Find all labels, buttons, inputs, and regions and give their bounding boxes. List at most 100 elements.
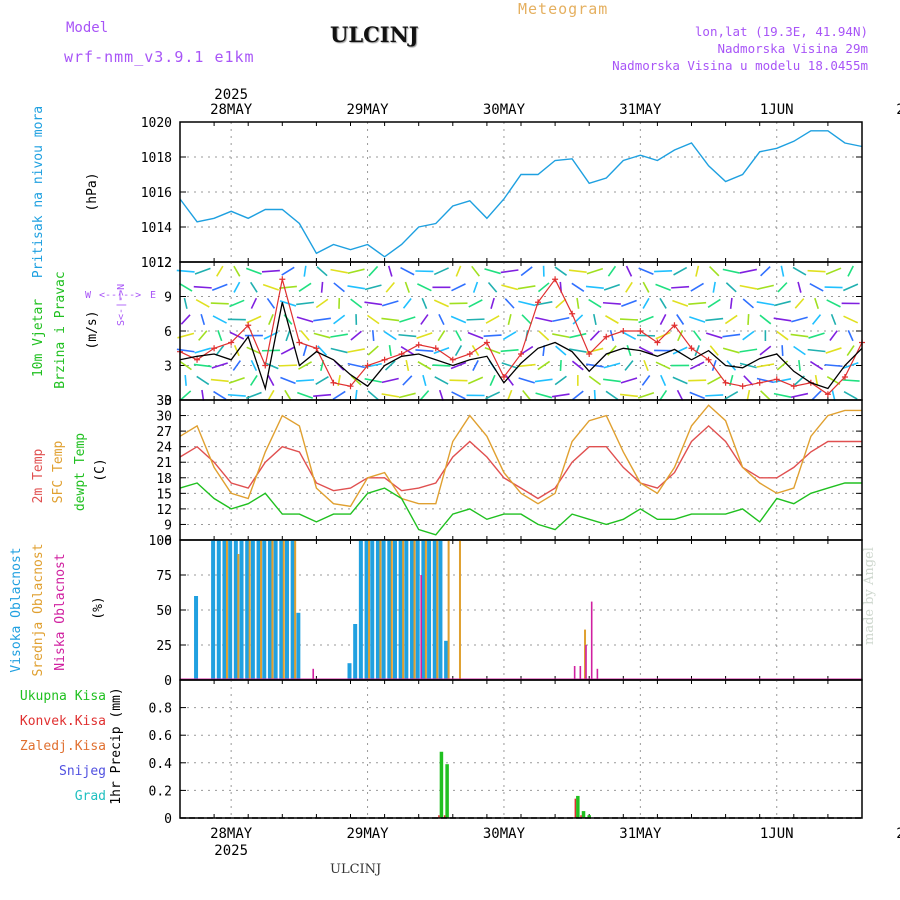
cloud-bar: [390, 540, 393, 680]
wind-arrow: [722, 333, 741, 338]
wind-arrow: [807, 269, 826, 273]
cloud-bar: [279, 540, 284, 680]
wind-arrow: [500, 269, 519, 274]
wind-arrow: [780, 265, 785, 277]
cloud-bar: [267, 540, 272, 680]
ylabel-low-cloud: Niska Oblacnost: [53, 553, 68, 670]
wind-arrow: [659, 297, 667, 309]
wind-arrow: [313, 317, 331, 322]
precip-legend-item: Grad: [75, 789, 106, 804]
wind-arrow: [846, 345, 855, 357]
series-brzina: [179, 302, 863, 392]
wind-arrow: [506, 389, 513, 401]
wind-arrow: [500, 349, 519, 353]
wind-arrow: [347, 362, 365, 369]
y-tick-label: 0.6: [149, 729, 172, 744]
wind-arrow: [726, 360, 737, 371]
wind-arrow: [569, 348, 587, 353]
wind-arrow: [641, 375, 651, 386]
wind-arrow: [588, 375, 602, 386]
gust-marker: [483, 339, 490, 346]
wind-arrow: [437, 330, 446, 342]
ylabel-sfc: SFC Temp: [51, 441, 66, 504]
wind-arrow: [215, 345, 225, 356]
wind-arrow: [404, 281, 410, 293]
y-tick-label: 9: [164, 291, 172, 306]
cloud-bar: [296, 612, 301, 680]
day-label-bottom: 28MAY: [210, 826, 253, 842]
wind-arrow: [354, 389, 358, 401]
wind-arrow: [228, 376, 245, 384]
y-tick-label: 27: [156, 425, 172, 440]
wind-arrow: [808, 332, 825, 339]
wind-arrow: [501, 284, 519, 291]
precip-bar: [574, 798, 577, 818]
wind-arrow: [313, 393, 332, 397]
wind-arrows: [176, 265, 860, 401]
day-label-top: 1JUN: [760, 102, 794, 118]
wind-arrow: [692, 330, 702, 342]
wind-arrow: [654, 270, 673, 273]
y-tick-label: 0: [164, 394, 172, 409]
wind-arrow: [707, 376, 722, 385]
precip-legend-item: Snijeg: [59, 764, 106, 779]
cloud-bar: [239, 540, 244, 680]
wind-arrow: [438, 389, 444, 401]
wind-arrow: [773, 300, 791, 307]
wind-arrow: [250, 297, 258, 309]
wind-arrow: [178, 282, 193, 292]
y-tick-label: 50: [156, 604, 172, 619]
wind-arrow: [756, 301, 775, 306]
gust-marker: [790, 383, 797, 390]
wind-arrow: [198, 330, 208, 341]
wind-arrow: [417, 283, 432, 292]
wind-arrow: [760, 266, 771, 277]
wind-arrow: [534, 378, 553, 383]
wind-arrow: [742, 330, 755, 341]
gust-marker: [671, 322, 678, 329]
wind-arrow: [364, 377, 382, 383]
gust-marker: [535, 299, 542, 306]
wind-arrow: [559, 360, 562, 371]
wind-arrow: [638, 315, 654, 324]
wind-arrow: [831, 389, 836, 401]
cloud-bar: [358, 540, 363, 680]
wind-arrow: [824, 286, 843, 289]
wind-arrow: [672, 376, 688, 385]
wind-arrow: [249, 281, 258, 293]
wind-arrow: [739, 284, 758, 290]
wind-arrow: [659, 313, 667, 326]
cloud-bar: [228, 540, 233, 680]
wind-arrow: [773, 317, 792, 322]
wind-arrow: [296, 379, 315, 382]
wind-arrow: [451, 283, 466, 292]
wind-arrow: [179, 360, 192, 371]
wind-arrow: [484, 268, 501, 275]
cloud-bar: [194, 596, 199, 680]
wind-arrow: [330, 347, 348, 354]
cloud-bar: [432, 540, 437, 680]
gust-marker: [415, 341, 422, 348]
wind-arrow: [432, 364, 451, 367]
precip-bar: [439, 751, 444, 818]
precip-legend-item: Zaledj.Kisa: [20, 739, 106, 754]
wind-arrow: [196, 375, 210, 386]
cloud-bar: [585, 645, 587, 680]
wind-arrow: [405, 359, 410, 372]
wind-arrow: [690, 282, 704, 292]
wind-arrow: [756, 363, 775, 368]
gust-marker: [245, 322, 252, 329]
day-label-bottom: 30MAY: [483, 826, 526, 842]
wind-arrow: [797, 281, 802, 293]
cloud-bar: [222, 540, 227, 680]
wind-arrow: [487, 281, 498, 293]
cloud-bar: [282, 540, 285, 680]
cloud-bar: [271, 540, 274, 680]
cloud-bar: [353, 624, 358, 680]
wind-arrow: [673, 266, 688, 276]
cloud-bar: [584, 629, 587, 680]
ylabel-high-cloud: Visoka Oblacnost: [9, 547, 24, 672]
wind-arrow: [233, 345, 240, 357]
wind-arrow: [576, 297, 580, 309]
wind-arrow: [296, 316, 314, 323]
